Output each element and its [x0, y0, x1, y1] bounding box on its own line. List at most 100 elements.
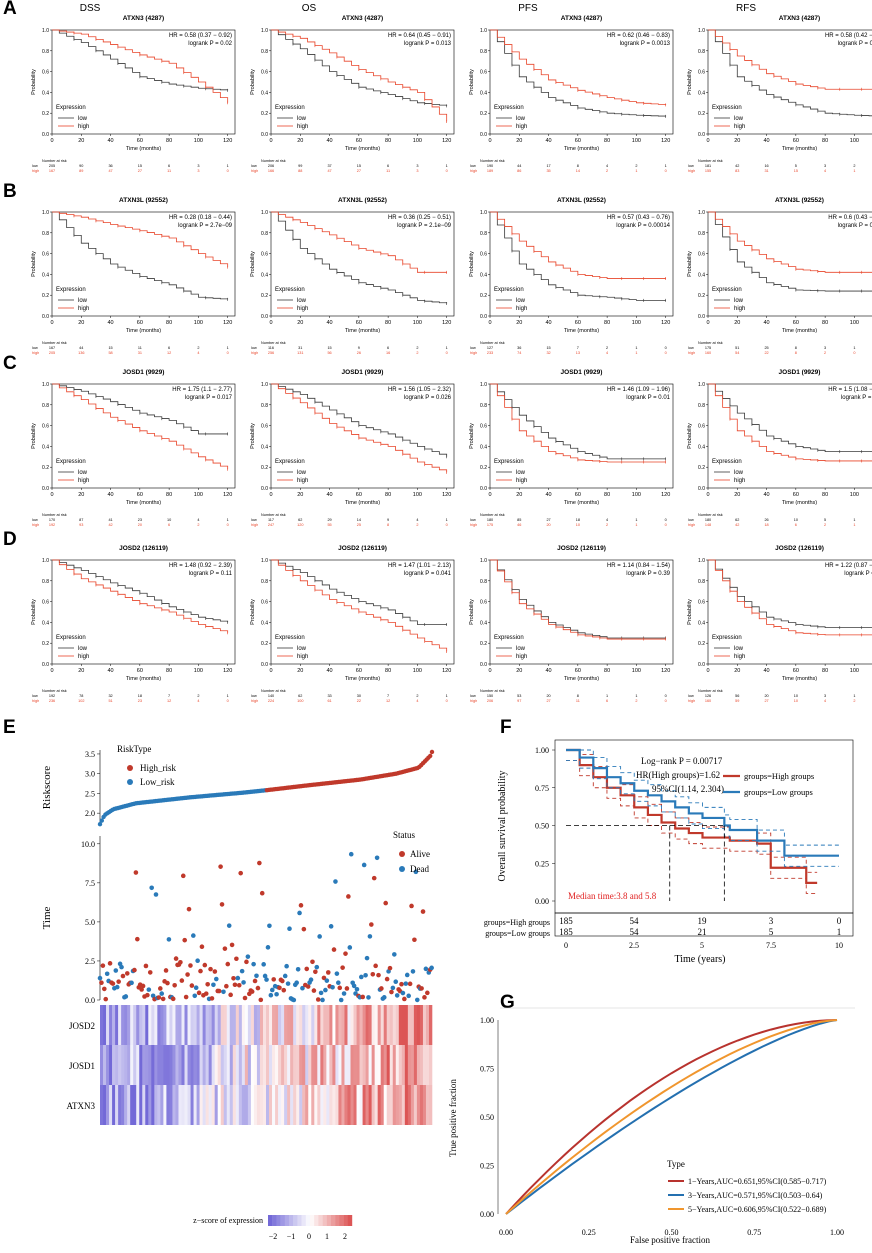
- heatmap-cell: [419, 1005, 424, 1045]
- x-tick-label: 80: [385, 138, 391, 144]
- status-point: [381, 995, 387, 1000]
- y-tick-label: 1.0: [698, 28, 705, 34]
- heatmap-cell: [425, 1005, 430, 1045]
- status-point: [104, 971, 110, 977]
- x-tick-label: 40: [545, 492, 551, 498]
- km-title: JOSD2 (126119): [119, 545, 168, 552]
- status-point: [254, 973, 259, 979]
- risk-high-value: 61: [327, 699, 331, 703]
- heatmap-cell: [272, 1045, 276, 1085]
- x-tick-label: 40: [326, 320, 332, 326]
- y-tick-label: 1.0: [480, 558, 487, 564]
- y-axis-label: Probability: [469, 599, 475, 625]
- colorbar-cell: [314, 1215, 319, 1226]
- x-tick-label: 120: [442, 668, 451, 674]
- status-point: [274, 991, 279, 997]
- status-point: [229, 942, 235, 948]
- legend-high-label: high: [516, 124, 527, 130]
- heatmap-cell: [118, 1045, 122, 1085]
- legend-title: Expression: [56, 459, 86, 465]
- y-tick-label: 0.8: [698, 579, 705, 585]
- status-point: [419, 986, 424, 991]
- risk-low-value: 18: [576, 518, 580, 522]
- risk-high-value: 74: [517, 351, 521, 355]
- x-tick-label: 80: [822, 492, 828, 498]
- heatmap-cell: [362, 1005, 366, 1045]
- heatmap-cell: [199, 1045, 203, 1085]
- y-tick-label: 0.6: [42, 600, 49, 606]
- heatmap-cell: [139, 1045, 143, 1085]
- x-tick-label: 100: [850, 138, 859, 144]
- km-plot-frame: [51, 29, 236, 135]
- status-point: [209, 996, 215, 1001]
- x-tick-label: 120: [661, 668, 670, 674]
- x-tick-label: 0: [488, 320, 491, 326]
- x-tick-label: 100: [632, 492, 641, 498]
- legend-high-label: high: [297, 654, 308, 660]
- y-tick-label: 0.0: [698, 132, 705, 138]
- risk-low-value: 25: [764, 346, 768, 350]
- y-tick-label: 1.0: [261, 558, 268, 564]
- heatmap-cell: [425, 1045, 430, 1085]
- y-tick-label: 1.0: [42, 210, 49, 216]
- heatmap-cell: [214, 1045, 219, 1085]
- status-point: [116, 979, 121, 984]
- status-point: [399, 981, 404, 987]
- risk-low-label: low: [32, 694, 38, 698]
- risk-high-value: 192: [49, 523, 55, 527]
- heatmap-cell: [335, 1045, 339, 1085]
- heatmap-cell: [139, 1005, 143, 1045]
- heatmap-cell: [416, 1085, 421, 1125]
- heatmap-cell: [371, 1085, 375, 1125]
- risk-high-value: 59: [735, 699, 739, 703]
- colorbar-label: z−score of expression: [193, 1216, 263, 1225]
- heatmap-cell: [284, 1045, 288, 1085]
- x-tick-label: 20: [734, 138, 740, 144]
- y-tick-label: 1.0: [480, 210, 487, 216]
- heatmap-cell: [172, 1045, 176, 1085]
- heatmap-cell: [205, 1045, 209, 1085]
- km-plot-frame: [707, 29, 872, 135]
- x-axis-label: Time (months): [782, 500, 817, 506]
- risk-low-label: low: [32, 346, 38, 350]
- heatmap-cell: [145, 1005, 149, 1045]
- hr-text: HR = 0.62 (0.46 − 0.83): [607, 33, 670, 39]
- legend-title: Expression: [275, 287, 305, 293]
- heatmap-cell: [214, 1085, 219, 1125]
- status-point: [305, 984, 311, 989]
- km-title: ATXN3L (92552): [119, 197, 168, 204]
- risk-high-value: 11: [386, 169, 390, 173]
- risk-low-label: low: [688, 518, 694, 522]
- legend-high-label: high: [516, 478, 527, 484]
- risk-table-title: Number at risk: [480, 159, 505, 163]
- y-tick-label: 0.0: [42, 314, 49, 320]
- status-point: [371, 875, 377, 881]
- hr-text: HR = 0.36 (0.25 − 0.51): [388, 215, 451, 221]
- risk-point: [429, 749, 435, 755]
- x-tick-label: 120: [223, 492, 232, 498]
- x-axis-label: False positive fraction: [630, 1235, 710, 1245]
- km-panel: ATXN3 (4287) 0.0 0.2 0.4 0.6 0.8 1.0 Probabilit…: [687, 15, 872, 173]
- heatmap-cell: [284, 1005, 288, 1045]
- heatmap-cell: [202, 1005, 206, 1045]
- status-point: [228, 992, 233, 998]
- risk-low-value: 11: [138, 346, 142, 350]
- risk-low-label: low: [32, 164, 38, 168]
- x-tick-label: 0: [269, 138, 272, 144]
- y-tick-label: 1.0: [261, 382, 268, 388]
- status-point: [173, 956, 179, 961]
- km-low-curve: [490, 211, 666, 301]
- status-point: [132, 967, 137, 973]
- heatmap-cell: [172, 1085, 176, 1125]
- heatmap-cell: [148, 1045, 152, 1085]
- heatmap-cell: [136, 1005, 140, 1045]
- y-tick-label: 0.6: [480, 600, 487, 606]
- km-high-curve: [708, 29, 872, 90]
- x-axis-label: Time (months): [564, 676, 599, 682]
- heatmap-cell: [383, 1085, 388, 1125]
- heatmap-cell: [362, 1045, 366, 1085]
- heatmap-cell: [359, 1085, 363, 1125]
- status-point: [400, 990, 406, 996]
- risk-high-value: 16: [386, 351, 390, 355]
- risk-high-value: 2: [416, 351, 418, 355]
